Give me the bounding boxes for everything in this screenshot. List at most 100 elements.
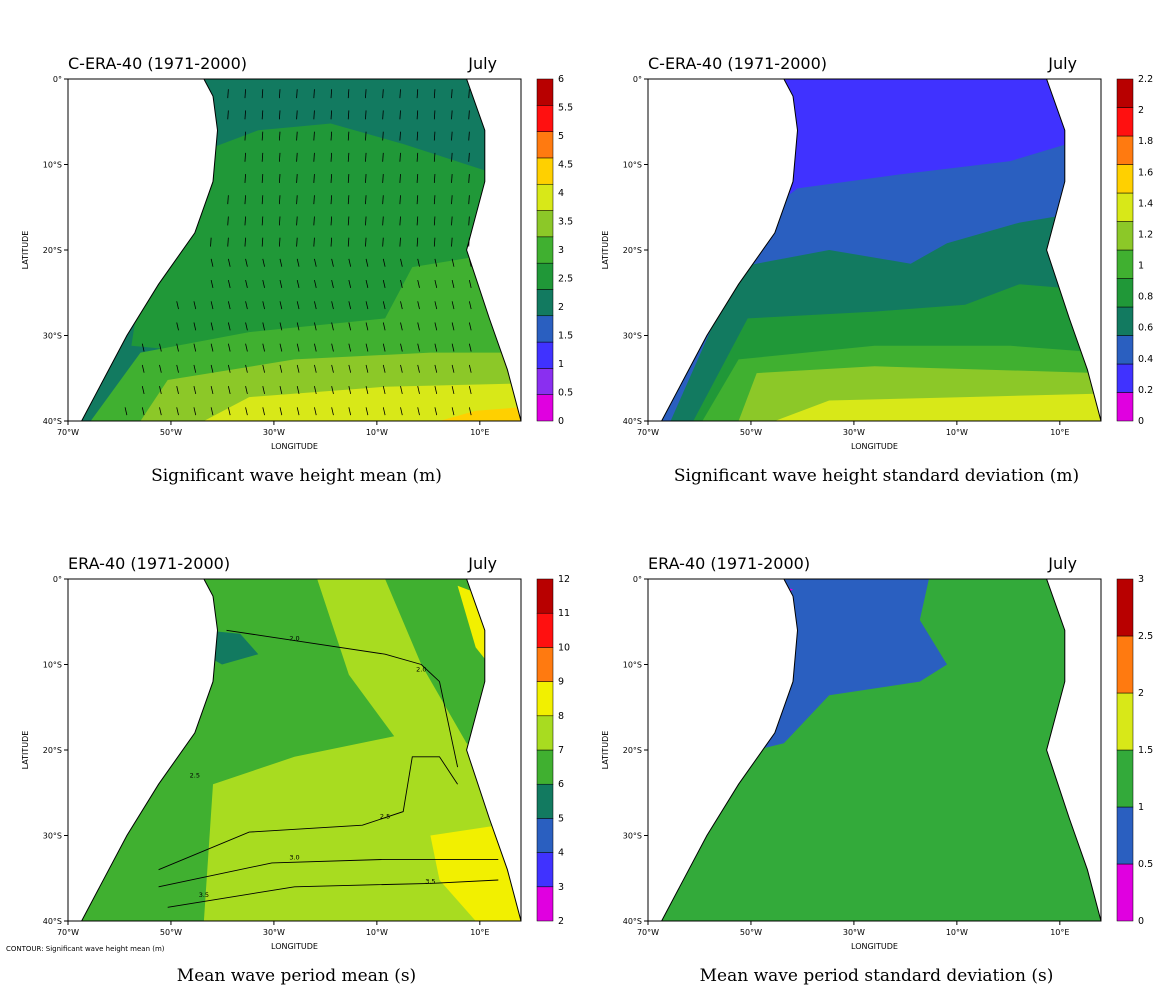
contour-line-1 <box>158 756 458 871</box>
colorbar-level: 1.5 <box>558 331 573 342</box>
colorbar-swatch <box>1116 863 1134 922</box>
y-tick-label: 10°S <box>43 161 62 170</box>
colorbar-swatch <box>536 749 554 785</box>
colorbar-level: 3 <box>558 882 564 893</box>
field-band-6 <box>774 393 1101 421</box>
colorbar-level: 0 <box>558 416 564 427</box>
x-tick-label: 10°W <box>946 928 968 937</box>
colorbar-level: 1 <box>558 359 564 370</box>
colorbar-level: 1 <box>1138 261 1144 272</box>
y-tick-label: 10°S <box>623 161 642 170</box>
panel-header-left: C-ERA-40 (1971-2000) <box>648 54 827 73</box>
africa-landmass <box>1046 579 1101 921</box>
colorbar-swatch <box>536 236 554 264</box>
x-tick-label: 10°W <box>946 428 968 437</box>
y-tick-label: 40°S <box>43 917 62 926</box>
y-tick-label: 0° <box>53 575 62 584</box>
panel-header-left: ERA-40 (1971-2000) <box>648 554 810 573</box>
colorbar-swatch <box>536 715 554 751</box>
colorbar-level: 3 <box>558 245 564 256</box>
x-tick-label: 70°W <box>57 928 79 937</box>
colorbar-swatch <box>1116 192 1134 222</box>
colorbar-swatch <box>536 647 554 682</box>
colorbar-swatch <box>1116 692 1134 751</box>
south-america-landmass <box>68 79 219 421</box>
x-tick-label: 10°E <box>470 428 489 437</box>
x-tick-label: 50°W <box>160 928 182 937</box>
colorbar: 2 3 4 5 6 7 8 9 10 11 12 <box>536 574 570 927</box>
y-tick-label: 10°S <box>43 661 62 670</box>
colorbar-level: 8 <box>558 711 564 722</box>
field-shading: 2.0 2.0 2.5 2.5 3.0 3.5 3.5 <box>68 579 521 921</box>
colorbar-swatch <box>536 368 554 395</box>
x-tick-label: 30°W <box>263 928 285 937</box>
south-america-landmass <box>68 579 219 921</box>
x-tick-label: 30°W <box>843 928 865 937</box>
colorbar-swatch <box>536 262 554 290</box>
panel-caption: Significant wave height mean (m) <box>151 466 442 486</box>
africa-landmass <box>1046 79 1101 421</box>
x-axis-label: LONGITUDE <box>851 442 898 451</box>
colorbar-level: 10 <box>558 642 570 653</box>
colorbar-swatch <box>536 341 554 369</box>
colorbar-swatch <box>1116 749 1134 808</box>
colorbar-level: 0 <box>1138 416 1144 427</box>
contour-footnote: CONTOUR: Significant wave height mean (m… <box>6 945 165 953</box>
colorbar-swatch <box>1116 306 1134 336</box>
field-band-4 <box>203 630 259 665</box>
colorbar-level: 5 <box>558 813 564 824</box>
panel-caption: Mean wave period standard deviation (s) <box>700 966 1054 986</box>
colorbar-swatch <box>536 183 554 211</box>
colorbar-level: 1 <box>1138 802 1144 813</box>
contour-line-0 <box>226 629 459 768</box>
colorbar-level: 12 <box>558 574 570 585</box>
colorbar-level: 2 <box>1138 105 1144 116</box>
y-tick-label: 30°S <box>43 832 62 841</box>
colorbar-level: 0.6 <box>1138 323 1153 334</box>
colorbar-swatch <box>536 289 554 317</box>
contour-label: 3.5 <box>425 877 435 885</box>
x-tick-label: 10°E <box>1050 928 1069 937</box>
colorbar-swatch <box>536 105 554 132</box>
y-tick-label: 20°S <box>43 246 62 255</box>
y-tick-label: 10°S <box>623 661 642 670</box>
colorbar: 0 0.5 1 1.5 2 2.5 3 3.5 4 4.5 5 5.5 6 <box>536 74 573 427</box>
colorbar-level: 7 <box>558 745 564 756</box>
y-axis-label: LATITUDE <box>601 731 610 770</box>
colorbar-level: 4.5 <box>558 160 573 171</box>
x-tick-label: 70°W <box>637 928 659 937</box>
y-tick-label: 20°S <box>43 746 62 755</box>
colorbar-level: 11 <box>558 608 570 619</box>
colorbar-swatch <box>1116 363 1134 393</box>
colorbar-swatch <box>1116 635 1134 694</box>
colorbar: 0 0.5 1 1.5 2 2.5 3 <box>1116 574 1153 927</box>
contour-label: 3.5 <box>199 891 209 899</box>
panel-header-right: July <box>1047 554 1077 573</box>
y-tick-label: 30°S <box>623 332 642 341</box>
colorbar-level: 2.5 <box>558 274 573 285</box>
colorbar-level: 5.5 <box>558 103 573 114</box>
colorbar-swatch <box>1116 249 1134 279</box>
colorbar-level: 6 <box>558 779 564 790</box>
contour-line-2 <box>158 858 499 888</box>
colorbar-swatch <box>1116 578 1134 637</box>
contour-line-3 <box>167 879 499 908</box>
x-tick-label: 30°W <box>843 428 865 437</box>
y-tick-label: 40°S <box>43 417 62 426</box>
colorbar-swatch <box>536 157 554 185</box>
colorbar-level: 3.5 <box>558 217 573 228</box>
colorbar-swatch <box>1116 392 1134 422</box>
panel-swh-std: C-ERA-40 (1971-2000) July 70°W 50°W 30°W 10°W… <box>601 54 1153 486</box>
x-tick-label: 10°W <box>366 428 388 437</box>
y-axis-label: LATITUDE <box>21 231 30 270</box>
field-band-3 <box>430 825 521 921</box>
colorbar-swatch <box>1116 221 1134 251</box>
x-tick-label: 50°W <box>160 428 182 437</box>
colorbar-swatch <box>1116 78 1134 108</box>
colorbar-level: 0 <box>1138 916 1144 927</box>
panel-header-left: C-ERA-40 (1971-2000) <box>68 54 247 73</box>
colorbar-level: 0.2 <box>1138 385 1153 396</box>
contour-label: 2.0 <box>416 665 426 673</box>
colorbar-level: 2.5 <box>1138 631 1153 642</box>
